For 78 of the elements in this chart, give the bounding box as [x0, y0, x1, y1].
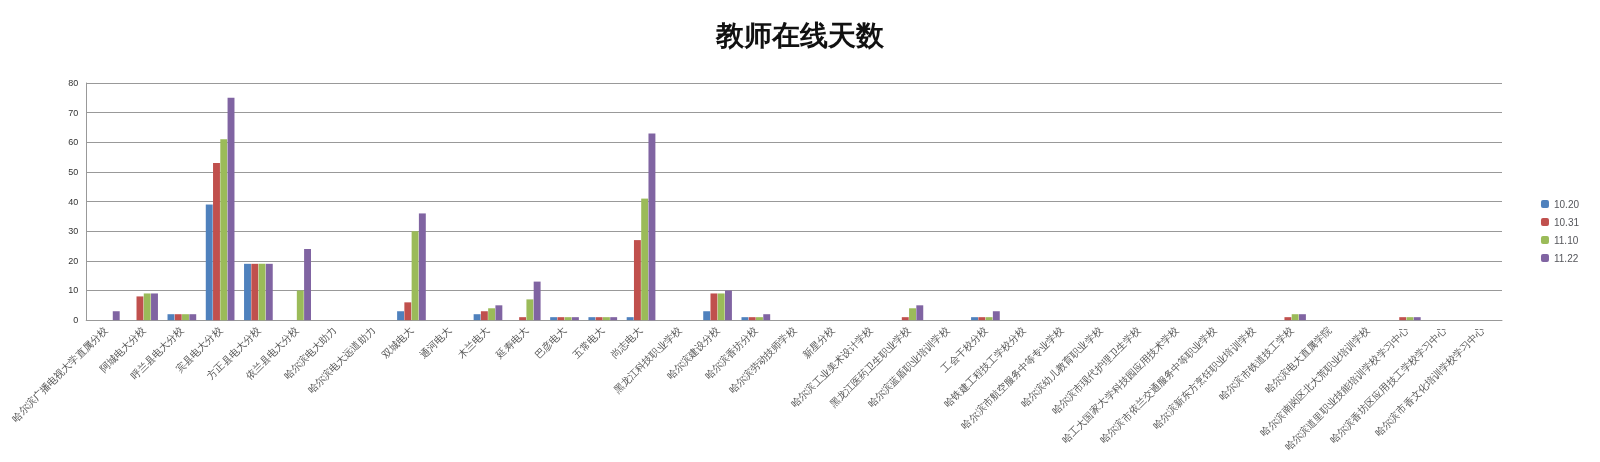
- bar: [703, 311, 711, 321]
- legend-label: 11.22: [1553, 252, 1579, 264]
- bar: [756, 317, 763, 321]
- y-tick-label: 30: [68, 226, 79, 237]
- bar: [143, 293, 151, 321]
- bar: [296, 290, 304, 321]
- bar: [588, 317, 596, 321]
- bar: [1399, 317, 1407, 321]
- bar: [265, 263, 273, 321]
- bar: [992, 311, 1000, 321]
- bar: [488, 308, 496, 321]
- y-tick-label: 10: [68, 285, 79, 296]
- chart-title: 教师在线天数: [715, 18, 885, 52]
- bar: [151, 293, 158, 321]
- bar: [763, 314, 771, 321]
- bar: [397, 311, 405, 321]
- bar: [909, 308, 916, 321]
- y-tick-label: 20: [68, 255, 79, 266]
- bar: [112, 311, 120, 321]
- bar: [626, 317, 634, 321]
- bar: [641, 198, 649, 321]
- bar: [610, 317, 618, 321]
- x-tick-label: 木兰电大: [455, 324, 492, 361]
- bar: [1291, 314, 1299, 321]
- y-tick-label: 80: [68, 78, 79, 88]
- bar: [1413, 317, 1421, 321]
- bar: [1298, 314, 1306, 321]
- bar: [557, 317, 565, 321]
- bar: [595, 317, 603, 321]
- bar: [717, 293, 725, 321]
- bar: [725, 290, 732, 321]
- bar: [304, 248, 312, 321]
- y-tick-label: 40: [68, 196, 79, 207]
- y-tick-label: 50: [68, 166, 79, 177]
- bar: [418, 213, 426, 321]
- x-tick-label: 通河电大: [417, 324, 454, 361]
- bar: [251, 263, 259, 321]
- bar: [220, 139, 228, 321]
- bar: [901, 317, 909, 321]
- bar: [916, 305, 924, 321]
- bar: [473, 314, 481, 321]
- bar: [411, 231, 419, 321]
- bar: [182, 314, 189, 321]
- bar: [602, 317, 610, 321]
- bar: [550, 317, 558, 321]
- bar: [526, 299, 534, 321]
- x-tick-label: 双城电大: [379, 324, 416, 361]
- bar: [710, 293, 718, 321]
- bar: [533, 281, 541, 321]
- bar: [519, 317, 527, 321]
- legend-label: 10.20: [1553, 198, 1580, 210]
- bar: [748, 317, 756, 321]
- y-tick-label: 60: [68, 137, 79, 148]
- bar: [985, 317, 993, 321]
- bar: [741, 317, 749, 321]
- bar: [1284, 317, 1292, 321]
- bar: [971, 317, 978, 321]
- bar: [205, 204, 213, 321]
- bar: [244, 263, 251, 321]
- bar: [480, 311, 488, 321]
- bar: [174, 314, 182, 321]
- bar: [1406, 317, 1414, 321]
- bar: [571, 317, 579, 321]
- bar: [648, 133, 656, 321]
- x-tick-label: 五常电大: [570, 324, 607, 361]
- bar: [189, 314, 197, 321]
- bar: [564, 317, 572, 321]
- y-tick-label: 70: [68, 107, 79, 118]
- bar: [978, 317, 986, 321]
- bar: [495, 305, 503, 321]
- y-tick-label: 0: [73, 315, 79, 326]
- bar: [633, 240, 641, 321]
- x-tick-label: 延寿电大: [493, 324, 531, 362]
- x-tick-label: 巴彦电大: [532, 324, 569, 361]
- bar: [213, 163, 220, 321]
- bar: [404, 302, 412, 321]
- legend-label: 10.31: [1553, 216, 1580, 228]
- legend-label: 11.10: [1553, 234, 1579, 246]
